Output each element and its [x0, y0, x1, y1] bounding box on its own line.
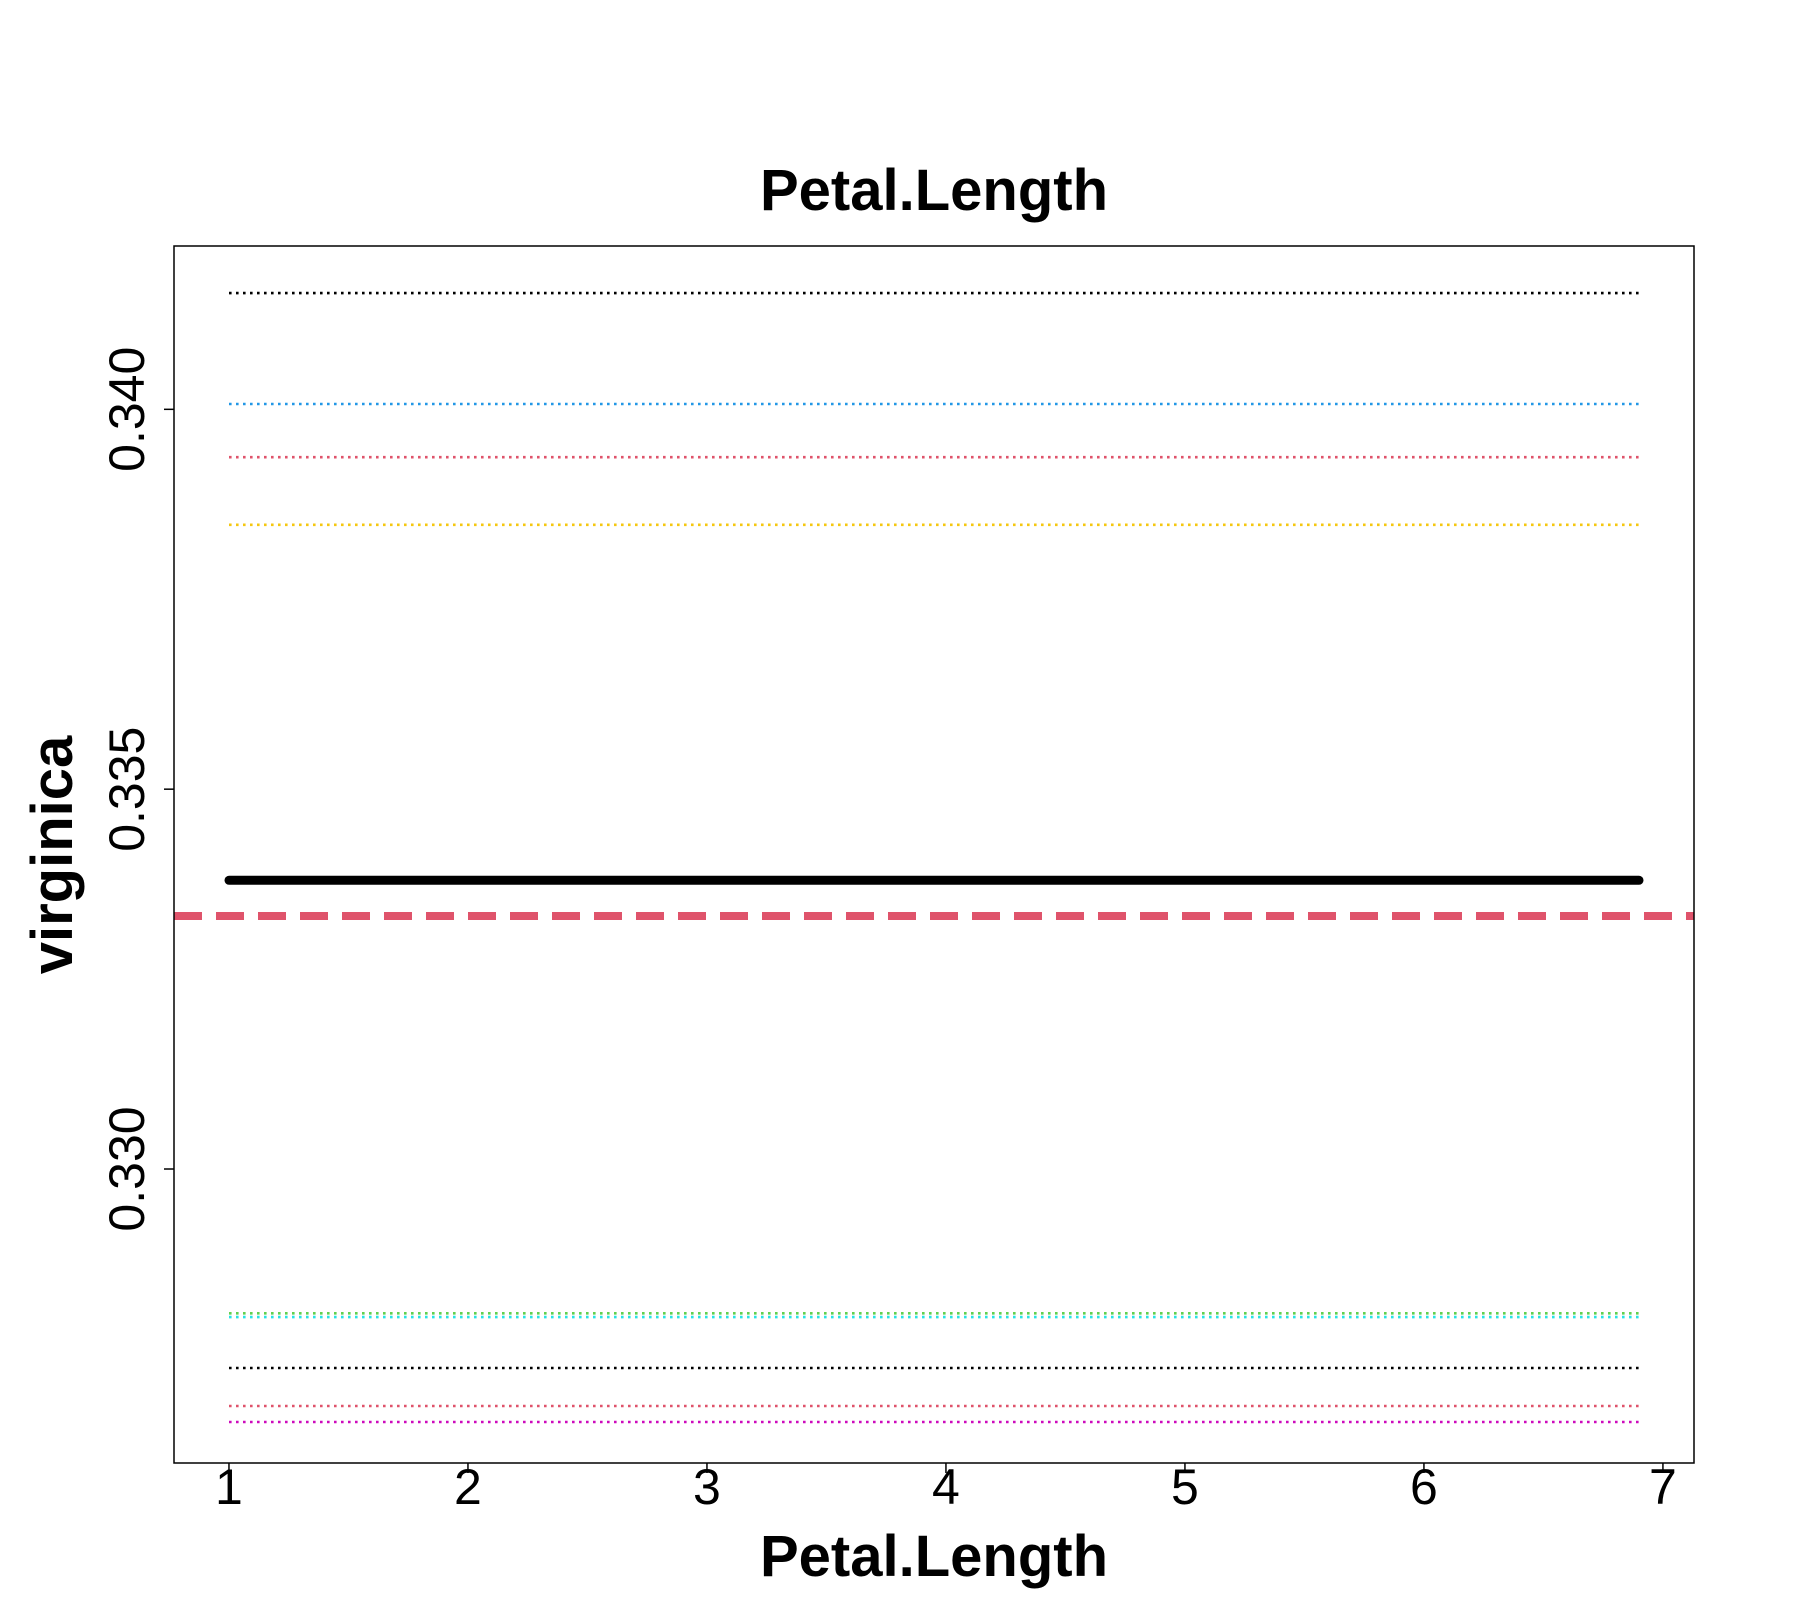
- x-tick-label-6: 6: [1410, 1459, 1438, 1515]
- y-tick-label-0.335: 0.335: [99, 727, 155, 852]
- y-tick-label-0.340: 0.340: [99, 347, 155, 472]
- axes: 1 2 3 4 5 6 7 0.330 0.335 0.340: [99, 347, 1677, 1515]
- plot-border: [173, 245, 1695, 1464]
- x-tick-label-5: 5: [1171, 1459, 1199, 1515]
- y-axis-label: virginica: [20, 735, 85, 974]
- x-tick-label-3: 3: [693, 1459, 721, 1515]
- chart-marks: [174, 291, 1694, 1424]
- x-tick-label-1: 1: [215, 1459, 243, 1515]
- y-tick-label-0.330: 0.330: [99, 1106, 155, 1231]
- x-tick-label-7: 7: [1649, 1459, 1677, 1515]
- x-tick-label-2: 2: [454, 1459, 482, 1515]
- x-tick-label-4: 4: [932, 1459, 960, 1515]
- x-axis-label: Petal.Length: [760, 1524, 1108, 1589]
- chart-title: Petal.Length: [760, 158, 1108, 223]
